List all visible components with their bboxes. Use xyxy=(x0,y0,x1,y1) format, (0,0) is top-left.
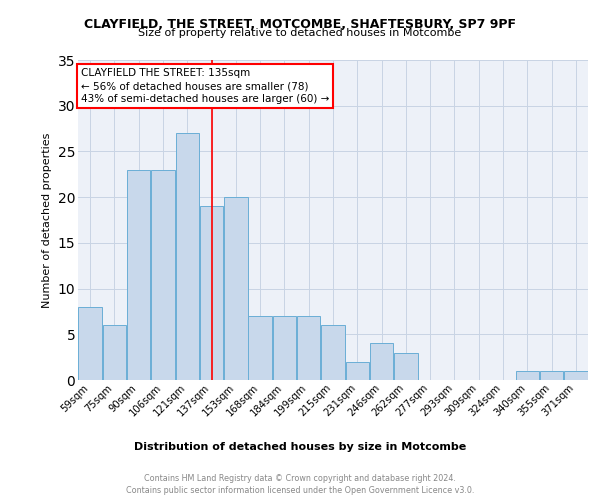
Bar xyxy=(346,362,369,380)
Text: Distribution of detached houses by size in Motcombe: Distribution of detached houses by size … xyxy=(134,442,466,452)
Text: CLAYFIELD, THE STREET, MOTCOMBE, SHAFTESBURY, SP7 9PF: CLAYFIELD, THE STREET, MOTCOMBE, SHAFTES… xyxy=(84,18,516,30)
Y-axis label: Number of detached properties: Number of detached properties xyxy=(42,132,52,308)
Bar xyxy=(151,170,175,380)
Bar xyxy=(103,325,126,380)
Bar xyxy=(540,371,563,380)
Text: Size of property relative to detached houses in Motcombe: Size of property relative to detached ho… xyxy=(139,28,461,38)
Bar xyxy=(297,316,320,380)
Bar xyxy=(248,316,272,380)
Bar xyxy=(127,170,151,380)
Bar xyxy=(515,371,539,380)
Text: CLAYFIELD THE STREET: 135sqm
← 56% of detached houses are smaller (78)
43% of se: CLAYFIELD THE STREET: 135sqm ← 56% of de… xyxy=(80,68,329,104)
Bar xyxy=(79,307,102,380)
Bar xyxy=(272,316,296,380)
Bar xyxy=(321,325,345,380)
Text: Contains HM Land Registry data © Crown copyright and database right 2024.
Contai: Contains HM Land Registry data © Crown c… xyxy=(126,474,474,495)
Bar xyxy=(564,371,587,380)
Bar xyxy=(394,352,418,380)
Bar xyxy=(176,133,199,380)
Bar xyxy=(200,206,223,380)
Bar xyxy=(370,344,394,380)
Bar xyxy=(224,197,248,380)
